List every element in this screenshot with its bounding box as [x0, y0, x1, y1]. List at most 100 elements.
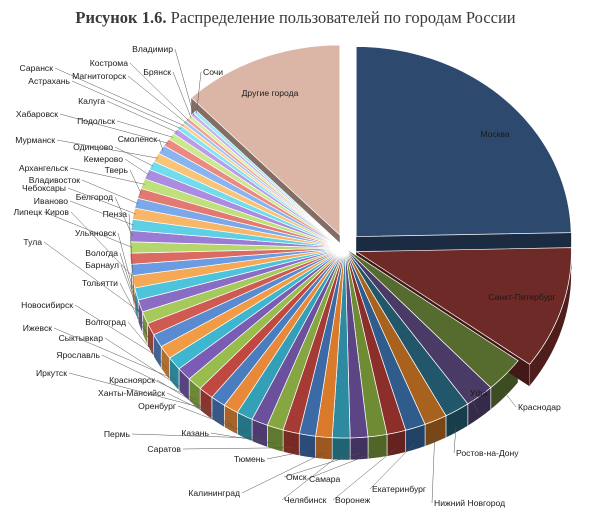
leader-line [467, 392, 479, 413]
leader-line [43, 211, 133, 248]
slice-label: Тюмень [234, 454, 266, 464]
pie-slice [344, 247, 519, 389]
leader-line [74, 304, 160, 358]
slice-label: Краснодар [518, 402, 561, 412]
slice-label: Вологда [85, 248, 118, 258]
leader-line [196, 71, 202, 114]
leader-line [281, 453, 342, 501]
pie-slice [355, 46, 572, 237]
leader-line [172, 71, 192, 119]
slice-label: Смоленск [118, 134, 158, 144]
slice-label: Калининград [188, 488, 240, 498]
pie-slice-side [315, 435, 333, 460]
slice-label: Чебоксары [22, 183, 66, 193]
leader-line [158, 138, 164, 151]
slice-label: Сыктывкар [59, 333, 104, 343]
leader-line [124, 158, 150, 176]
leader-line [332, 448, 397, 501]
leader-line [71, 80, 181, 129]
leader-line [131, 433, 261, 439]
slice-label: Магнитогорск [72, 71, 126, 81]
leader-line [67, 187, 136, 215]
slice-label: Ростов-на-Дону [456, 448, 519, 458]
leader-line [116, 120, 173, 138]
leader-line [120, 264, 148, 335]
slice-label: Кемерово [84, 154, 124, 164]
slice-label: Липецк [13, 207, 42, 217]
slice-label: Подольск [77, 116, 115, 126]
pie-slice-side [349, 436, 369, 461]
slice-label: Ижевск [23, 323, 52, 333]
leader-line [503, 390, 517, 408]
slice-label: Тула [23, 237, 42, 247]
leader-line [129, 62, 189, 121]
leader-line [56, 139, 159, 159]
slice-label: Омск [286, 472, 307, 482]
leader-line [127, 75, 187, 124]
leader-line [117, 232, 136, 300]
leader-line [174, 48, 195, 116]
leader-line [101, 354, 197, 401]
figure-caption: Распределение пользователей по городам Р… [170, 8, 516, 27]
leader-line [114, 146, 154, 167]
slice-label: Киров [45, 207, 69, 217]
slice-label: Москва [480, 129, 510, 139]
slice-label: Саратов [147, 444, 181, 454]
slice-label: Белгород [76, 192, 113, 202]
leader-line [306, 451, 378, 480]
slice-labels: Москва Санкт-Петербург Краснодар Уфа Ростов-… [13, 44, 561, 508]
leader-line [69, 167, 145, 185]
leader-line [127, 321, 168, 370]
leader-line [54, 67, 184, 126]
slice-label: Ярославль [56, 350, 100, 360]
leader-line [177, 405, 246, 433]
leader-line [119, 252, 143, 324]
leader-line [241, 452, 325, 494]
pie-slice-side [367, 433, 388, 460]
slice-label: Тверь [105, 165, 129, 175]
leader-line [431, 436, 435, 504]
leader-line [70, 211, 133, 277]
leader-line [129, 169, 142, 194]
slice-label: Кострома [90, 58, 128, 68]
slice-label: Архангельск [19, 163, 68, 173]
slice-label: Оренбург [138, 401, 176, 411]
slice-label: Волгоград [85, 317, 126, 327]
slice-label: Мурманск [15, 135, 55, 145]
slice-label: Астрахань [28, 76, 70, 86]
leader-line [114, 196, 133, 237]
leader-line [128, 213, 134, 288]
pie-slice [190, 44, 341, 236]
slice-label: Ульяновск [75, 228, 116, 238]
leader-line [369, 443, 415, 490]
pie-slice-side [386, 429, 406, 457]
slice-label: Пермь [104, 429, 131, 439]
slice-label: Пенза [103, 209, 128, 219]
leader-line [106, 100, 178, 133]
slice-label: Брянск [143, 67, 171, 77]
leader-line [210, 432, 276, 444]
leader-line [53, 327, 176, 381]
slice-label: Иваново [34, 196, 68, 206]
slice-label: Челябинск [284, 495, 327, 505]
pie-slice [355, 247, 572, 365]
slice-label: Иркутск [36, 368, 67, 378]
slice-label: Владивосток [29, 175, 81, 185]
leader-line [81, 179, 139, 204]
pie-slice-side [282, 429, 300, 457]
leader-line [68, 372, 208, 410]
slice-label: Барнаул [85, 260, 119, 270]
leader-line [166, 392, 233, 426]
leader-line [59, 113, 169, 144]
figure-title: Рисунок 1.6. Распределение пользователей… [0, 8, 591, 28]
leader-line [119, 282, 153, 347]
slice-label: Казань [181, 428, 209, 438]
slice-label: Владимир [132, 44, 173, 54]
slice-label: Ханты-Мансийск [98, 388, 165, 398]
slice-label: Сочи [203, 67, 223, 77]
figure-number: Рисунок 1.6. [75, 8, 167, 27]
leader-line [43, 241, 139, 312]
leader-line [453, 426, 457, 454]
